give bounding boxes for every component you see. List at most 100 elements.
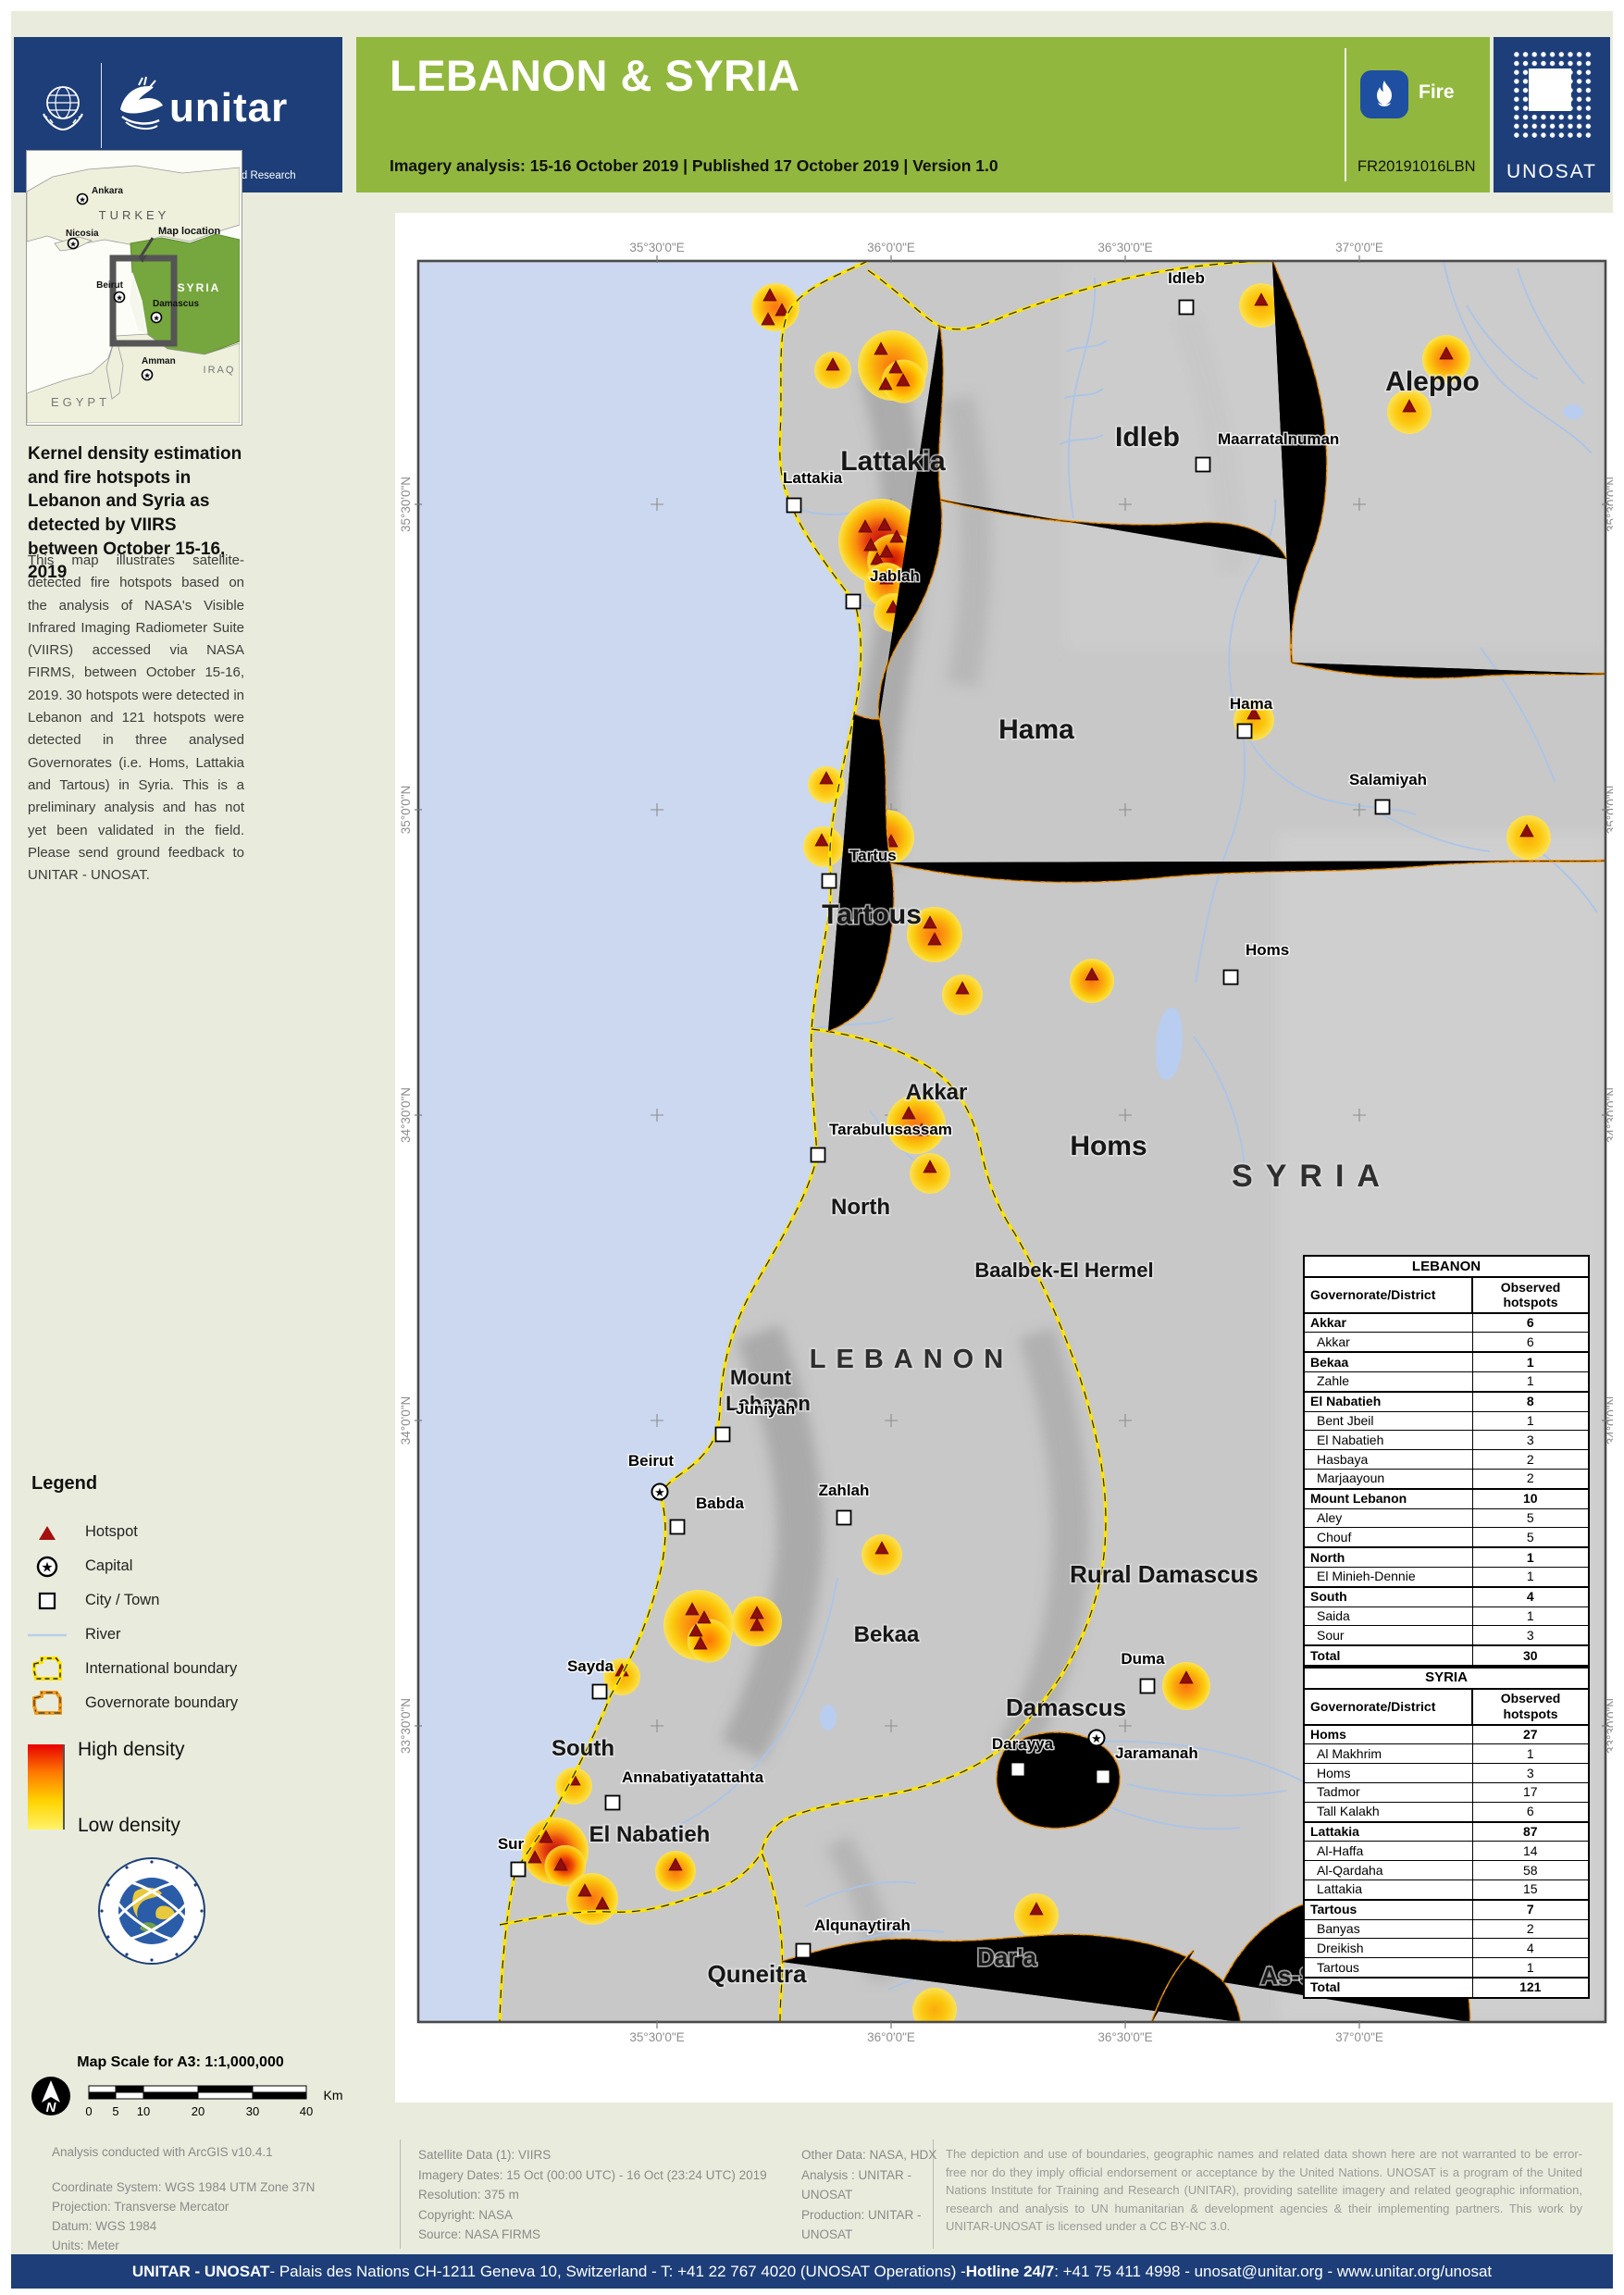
country-label: LEBANON — [810, 1345, 1013, 1374]
footer-text-segment: UNITAR - UNOSAT — [131, 2262, 270, 2280]
graticule-cross — [1119, 498, 1132, 511]
hotspot-triangle-icon — [553, 1857, 568, 1871]
un-emblem-icon — [43, 86, 83, 131]
analysis-block: Other Data: NASA, HDX Analysis : UNITAR … — [801, 2145, 940, 2245]
city-marker — [1139, 1678, 1156, 1694]
city-label: Jablah — [870, 567, 920, 585]
lebanon-table: LEBANON Governorate/District Observed hots… — [1303, 1255, 1590, 1667]
table-header-row: Governorate/District Observed hotspots — [1303, 1687, 1590, 1726]
graticule-cross — [1353, 498, 1366, 511]
table-row: Total 121 — [1303, 1976, 1590, 1999]
scale-tick: 30 — [246, 2104, 259, 2118]
unosat-logo-block: UNOSAT — [1494, 37, 1610, 192]
inset-capital-markers: ★ ★ ★ ★ ★ — [67, 192, 163, 381]
svg-text:★: ★ — [1091, 1731, 1102, 1745]
graticule-cross — [1353, 1109, 1366, 1122]
longitude-label: 36°0'0"E — [867, 241, 915, 254]
city-marker — [1236, 723, 1253, 739]
title-divider — [1345, 48, 1346, 181]
city-label: Babda — [696, 1495, 745, 1512]
river-icon — [28, 1631, 67, 1639]
city-marker — [1374, 799, 1391, 815]
international-boundary-icon — [28, 1655, 67, 1684]
hotspot-triangle-icon — [761, 312, 775, 326]
main-map: Idleb Aleppo Lattakia Hama Tartous Homs Akkar N… — [395, 213, 1613, 2103]
table-row: Banyas 2 — [1303, 1918, 1590, 1940]
inset-label-ankara: Ankara — [92, 186, 123, 196]
longitude-label: 35°30'0"E — [629, 241, 684, 254]
svg-text:★: ★ — [69, 239, 77, 248]
hotspot-triangle-icon — [539, 1830, 553, 1843]
meta-line: Production: UNITAR - UNOSAT — [801, 2207, 922, 2242]
legend-item-international-boundary: International boundary — [28, 1652, 254, 1686]
legend-item-river: River — [28, 1618, 254, 1652]
latitude-label: 34°0'0"N — [399, 1396, 413, 1445]
meta-line: Analysis : UNITAR - UNOSAT — [801, 2167, 912, 2202]
table-row: El Minieh-Dennie 1 — [1303, 1566, 1590, 1588]
hotspot-triangle-icon — [527, 1850, 542, 1864]
charter-logo — [95, 1855, 208, 1972]
longitude-label: 35°30'0"E — [629, 2030, 684, 2044]
table-row: Total 30 — [1303, 1644, 1590, 1667]
graticule-cross — [651, 1719, 663, 1732]
inset-label-beirut: Beirut — [96, 280, 124, 291]
meta-line: Resolution: 375 m — [418, 2188, 519, 2202]
meta-line: Other Data: NASA, HDX — [801, 2148, 937, 2162]
arcgis-note: Analysis conducted with ArcGIS v10.4.1 — [52, 2145, 273, 2159]
hotspot-triangle-icon — [775, 303, 789, 316]
inset-label-iraq: IRAQ — [204, 365, 236, 376]
governorate-label: Bekaa — [854, 1622, 920, 1647]
latitude-label: 35°30'0"N — [399, 477, 413, 532]
reference-code: FR20191016LBN — [1357, 158, 1476, 175]
latitude-label: 33°30'0"N — [399, 1698, 413, 1754]
hotspot-triangle-icon — [814, 833, 829, 847]
table-row: Mount Lebanon 10 — [1303, 1487, 1590, 1509]
hotspot-triangle-icon — [1085, 967, 1099, 981]
hotspot-cluster — [1162, 1662, 1210, 1710]
svg-text:★: ★ — [654, 1485, 665, 1499]
unosat-logo-square — [1529, 68, 1571, 111]
longitude-label: 36°30'0"E — [1097, 241, 1152, 254]
hotspot-triangle-icon — [685, 1602, 700, 1616]
governorate-label: Akkar — [906, 1080, 968, 1105]
city-marker — [714, 1426, 731, 1443]
hotspot-triangle-icon — [688, 1623, 703, 1637]
city-town-icon — [28, 1590, 67, 1612]
capital-marker: ★ — [1087, 1729, 1106, 1747]
location-inset-map: TURKEY SYRIA IRAQ EGYPT Ankara Nicosia B… — [26, 150, 242, 426]
inset-israel — [105, 334, 124, 400]
scale-tick: 10 — [137, 2104, 150, 2118]
table-row: Aley 5 — [1303, 1507, 1590, 1529]
table-row: Homs 3 — [1303, 1763, 1590, 1783]
hotspot-triangle-icon — [879, 571, 894, 585]
capital-marker: ★ — [651, 1482, 669, 1501]
hotspot-triangle-icon — [1519, 824, 1534, 837]
hotspot-triangle-icon — [927, 932, 942, 946]
governorate-boundary-icon — [28, 1689, 67, 1718]
table-row: El Nabatieh 8 — [1303, 1390, 1590, 1412]
map-title: LEBANON & SYRIA — [390, 51, 800, 100]
inset-arrow — [138, 237, 155, 259]
hotspot-triangle-icon — [693, 1636, 708, 1650]
sidebar-paragraph: This map illustrates satellite-detected … — [28, 552, 244, 884]
hotspot-triangle-icon — [863, 538, 878, 552]
header-divider — [101, 63, 102, 148]
legend-title: Legend — [31, 1473, 98, 1494]
inset-label-egypt: EGYPT — [51, 395, 110, 409]
hotspot-cluster — [687, 1619, 731, 1663]
city-label: Zahlah — [819, 1482, 870, 1499]
meta-divider — [933, 2140, 934, 2249]
density-legend: High density Low density — [28, 1739, 254, 1836]
table-row: Homs 27 — [1303, 1723, 1590, 1745]
city-label: Idleb — [1168, 269, 1205, 287]
city-label: Alqunaytirah — [814, 1917, 911, 1934]
governorate-label: South — [552, 1736, 614, 1761]
footer-text-segment: Hotline 24/7 — [965, 2262, 1055, 2280]
governorate-label: Idleb — [1115, 422, 1180, 453]
coord-line: Projection: Transverse Mercator — [52, 2199, 229, 2214]
hotspot-cluster — [1506, 815, 1551, 860]
graticule-cross — [885, 1719, 898, 1732]
hotspot-triangle-icon — [750, 1618, 764, 1631]
map-frame — [416, 259, 1607, 2024]
lakes — [820, 404, 1583, 1731]
